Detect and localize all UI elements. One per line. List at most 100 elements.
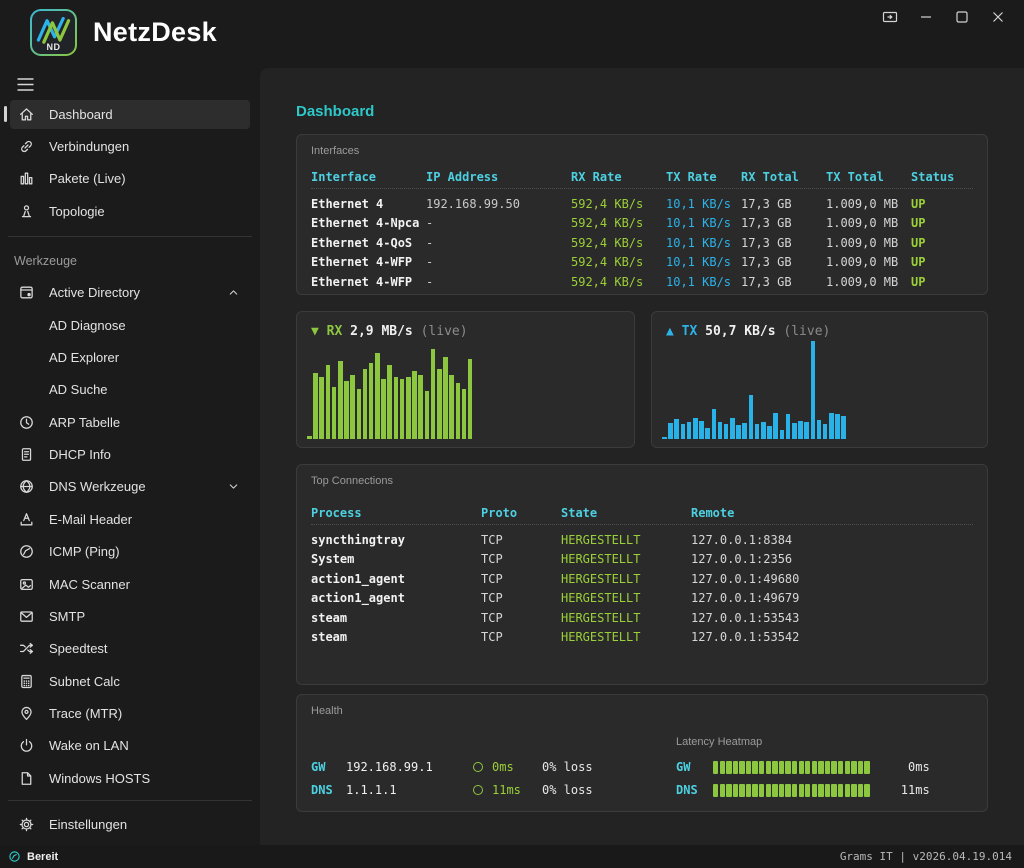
heatmap-cell bbox=[805, 760, 811, 774]
sidebar-item-mac-scanner[interactable]: MAC Scanner bbox=[10, 570, 250, 599]
table-cell: 127.0.0.1:49679 bbox=[691, 591, 800, 606]
table-cell: 127.0.0.1:2356 bbox=[691, 552, 793, 567]
sidebar-item-smtp[interactable]: SMTP bbox=[10, 602, 250, 631]
table-cell: HERGESTELLT bbox=[561, 610, 641, 625]
sidebar-item-topologie[interactable]: Topologie bbox=[10, 197, 250, 226]
table-cell: 17,3 GB bbox=[741, 235, 792, 250]
sidebar-item-einstellungen[interactable]: Einstellungen bbox=[10, 810, 250, 839]
sidebar-item-dns-werkzeuge[interactable]: DNS Werkzeuge bbox=[10, 472, 250, 501]
table-cell: 127.0.0.1:49680 bbox=[691, 571, 800, 586]
sidebar-item-dhcp-info[interactable]: DHCP Info bbox=[10, 440, 250, 469]
chevron-up-icon[interactable] bbox=[227, 286, 240, 299]
chart-bar bbox=[773, 413, 778, 439]
column-header: Remote bbox=[691, 505, 735, 520]
column-header: Process bbox=[311, 505, 362, 520]
table-cell: 1.009,0 MB bbox=[826, 274, 899, 289]
chart-bar bbox=[699, 421, 704, 439]
heatmap-cell bbox=[818, 760, 824, 774]
target-loss: 0% loss bbox=[542, 783, 593, 797]
sidebar-item-trace-mtr[interactable]: Trace (MTR) bbox=[10, 699, 250, 728]
sidebar-item-e-mail-header[interactable]: E-Mail Header bbox=[10, 505, 250, 534]
table-cell: 10,1 KB/s bbox=[666, 274, 732, 289]
column-header: TX Total bbox=[826, 169, 884, 184]
heatmap-cell bbox=[857, 783, 864, 797]
sidebar-nav: Dashboard Verbindungen Pakete (Live) Topolo… bbox=[0, 98, 260, 841]
sidebar-divider bbox=[8, 235, 252, 237]
target-address: 192.168.99.1 bbox=[346, 760, 433, 774]
chart-bar bbox=[748, 395, 754, 439]
chart-bar bbox=[313, 373, 318, 439]
sidebar-item-speedtest[interactable]: Speedtest bbox=[10, 634, 250, 663]
power-icon bbox=[18, 737, 35, 754]
close-button[interactable] bbox=[980, 4, 1016, 30]
chart-bar bbox=[406, 377, 411, 439]
hamburger-menu-button[interactable] bbox=[16, 76, 36, 94]
chart-bar bbox=[810, 341, 816, 439]
sidebar-item-icmp-ping[interactable]: ICMP (Ping) bbox=[10, 537, 250, 566]
sidebar-item-pakete-live[interactable]: Pakete (Live) bbox=[10, 164, 250, 193]
health-target-row-gw: GW 192.168.99.1 0ms 0% loss bbox=[311, 760, 593, 774]
chevron-down-icon[interactable] bbox=[227, 480, 240, 493]
heatmap-cell bbox=[824, 760, 831, 774]
heatmap-cell bbox=[759, 783, 765, 797]
sidebar-item-subnet-calc[interactable]: Subnet Calc bbox=[10, 667, 250, 696]
table-cell: 10,1 KB/s bbox=[666, 255, 732, 270]
minimize-button[interactable] bbox=[908, 4, 944, 30]
chart-bar bbox=[430, 349, 436, 439]
status-ready-text: Bereit bbox=[27, 850, 59, 863]
titlebar: ND NetzDesk bbox=[0, 0, 1024, 68]
window-controls bbox=[872, 4, 1016, 30]
sidebar-item-label: DHCP Info bbox=[49, 447, 111, 463]
heatmap-cells bbox=[713, 783, 870, 797]
sidebar-item-verbindungen[interactable]: Verbindungen bbox=[10, 132, 250, 161]
sidebar-item-ad-diagnose[interactable]: AD Diagnose bbox=[10, 311, 250, 340]
table-cell: 17,3 GB bbox=[741, 216, 792, 231]
sidebar-item-ad-explorer[interactable]: AD Explorer bbox=[10, 343, 250, 372]
chart-bar bbox=[674, 419, 679, 439]
sidebar-item-label: AD Explorer bbox=[49, 349, 120, 365]
table-cell: HERGESTELLT bbox=[561, 630, 641, 645]
heatmap-cell bbox=[752, 760, 758, 774]
chart-bar bbox=[387, 365, 393, 439]
table-cell: TCP bbox=[481, 591, 503, 606]
table-header-row: Process Proto State Remote bbox=[311, 501, 973, 525]
target-name: DNS bbox=[311, 783, 333, 797]
sidebar-item-active-directory[interactable]: Active Directory bbox=[10, 278, 250, 307]
sidebar-item-label: SMTP bbox=[49, 608, 86, 624]
maximize-button[interactable] bbox=[944, 4, 980, 30]
table-cell: action1_agent bbox=[311, 591, 405, 606]
table-cell: 17,3 GB bbox=[741, 196, 792, 211]
scanner-icon bbox=[18, 576, 35, 593]
chart-bar bbox=[816, 420, 822, 439]
chart-bar bbox=[767, 426, 772, 439]
table-row: Ethernet 4-WFP - 592,4 KB/s 10,1 KB/s 17,3 G… bbox=[311, 272, 973, 292]
screen-share-icon[interactable] bbox=[872, 4, 908, 30]
link-icon bbox=[18, 138, 35, 155]
table-cell: - bbox=[426, 235, 434, 250]
table-cell: - bbox=[426, 274, 434, 289]
table-cell: HERGESTELLT bbox=[561, 571, 641, 586]
table-cell: - bbox=[426, 216, 434, 231]
table-cell: 1.009,0 MB bbox=[826, 255, 899, 270]
heatmap-cell bbox=[719, 783, 725, 797]
sidebar-item-ad-suche[interactable]: AD Suche bbox=[10, 375, 250, 404]
file-icon bbox=[18, 770, 35, 787]
heatmap-row-value: 0ms bbox=[908, 760, 930, 774]
table-cell: syncthingtray bbox=[311, 532, 405, 547]
heatmap-cell bbox=[745, 760, 752, 774]
heatmap-cell bbox=[745, 783, 752, 797]
table-cell: 17,3 GB bbox=[741, 274, 792, 289]
sidebar-item-wake-on-lan[interactable]: Wake on LAN bbox=[10, 731, 250, 760]
table-row: Ethernet 4 192.168.99.50 592,4 KB/s 10,1 KB… bbox=[311, 194, 973, 214]
chart-bar bbox=[424, 391, 430, 439]
sidebar-item-dashboard[interactable]: Dashboard bbox=[4, 99, 250, 129]
table-cell: HERGESTELLT bbox=[561, 552, 641, 567]
heatmap-cell bbox=[831, 783, 837, 797]
sidebar-item-arp-tabelle[interactable]: ARP Tabelle bbox=[10, 408, 250, 437]
app-title: NetzDesk bbox=[93, 17, 217, 47]
table-cell: 592,4 KB/s bbox=[571, 255, 644, 270]
table-cell: 1.009,0 MB bbox=[826, 235, 899, 250]
sidebar-item-windows-hosts[interactable]: Windows HOSTS bbox=[10, 764, 250, 793]
history-icon bbox=[18, 414, 35, 431]
rx-down-arrow-icon: ▼ bbox=[311, 324, 327, 339]
